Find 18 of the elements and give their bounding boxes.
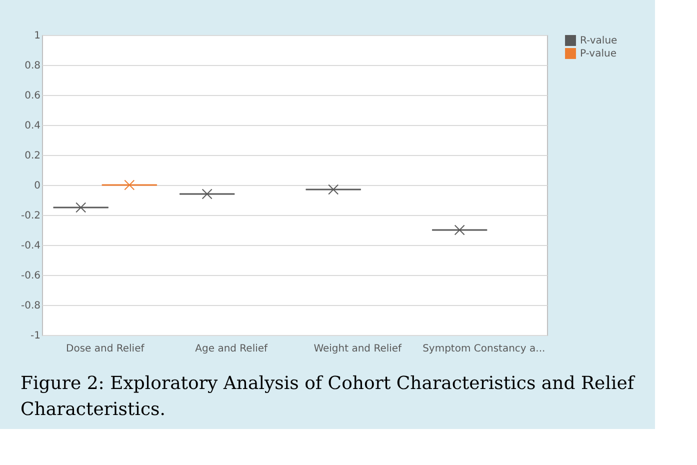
y-tick-label: -1 <box>30 330 40 342</box>
x-tick-label: Weight and Relief <box>314 344 402 354</box>
x-tick-label: Symptom Constancy a... <box>422 344 546 354</box>
y-tick-label: 0.2 <box>24 150 40 162</box>
y-tick-label: 0.6 <box>24 90 40 102</box>
y-tick-label: 1 <box>34 30 40 42</box>
x-tick-label: Age and Relief <box>195 344 268 354</box>
y-tick-label: 0.8 <box>24 60 40 72</box>
caption: Figure 2: Exploratory Analysis of Cohort Characteristics and Relief Characteristics. <box>20 373 636 420</box>
y-tick-label: -0.4 <box>20 240 40 252</box>
y-tick-label: -0.8 <box>20 300 40 312</box>
x-tick-label: Dose and Relief <box>66 344 145 354</box>
y-tick-label: 0 <box>34 180 40 192</box>
y-tick-label: -0.2 <box>20 210 40 222</box>
y-tick-label: 0.4 <box>24 120 40 132</box>
y-tick-label: -0.6 <box>20 270 40 282</box>
legend-label: R-value <box>580 36 618 46</box>
legend-label: P-value <box>580 48 616 60</box>
